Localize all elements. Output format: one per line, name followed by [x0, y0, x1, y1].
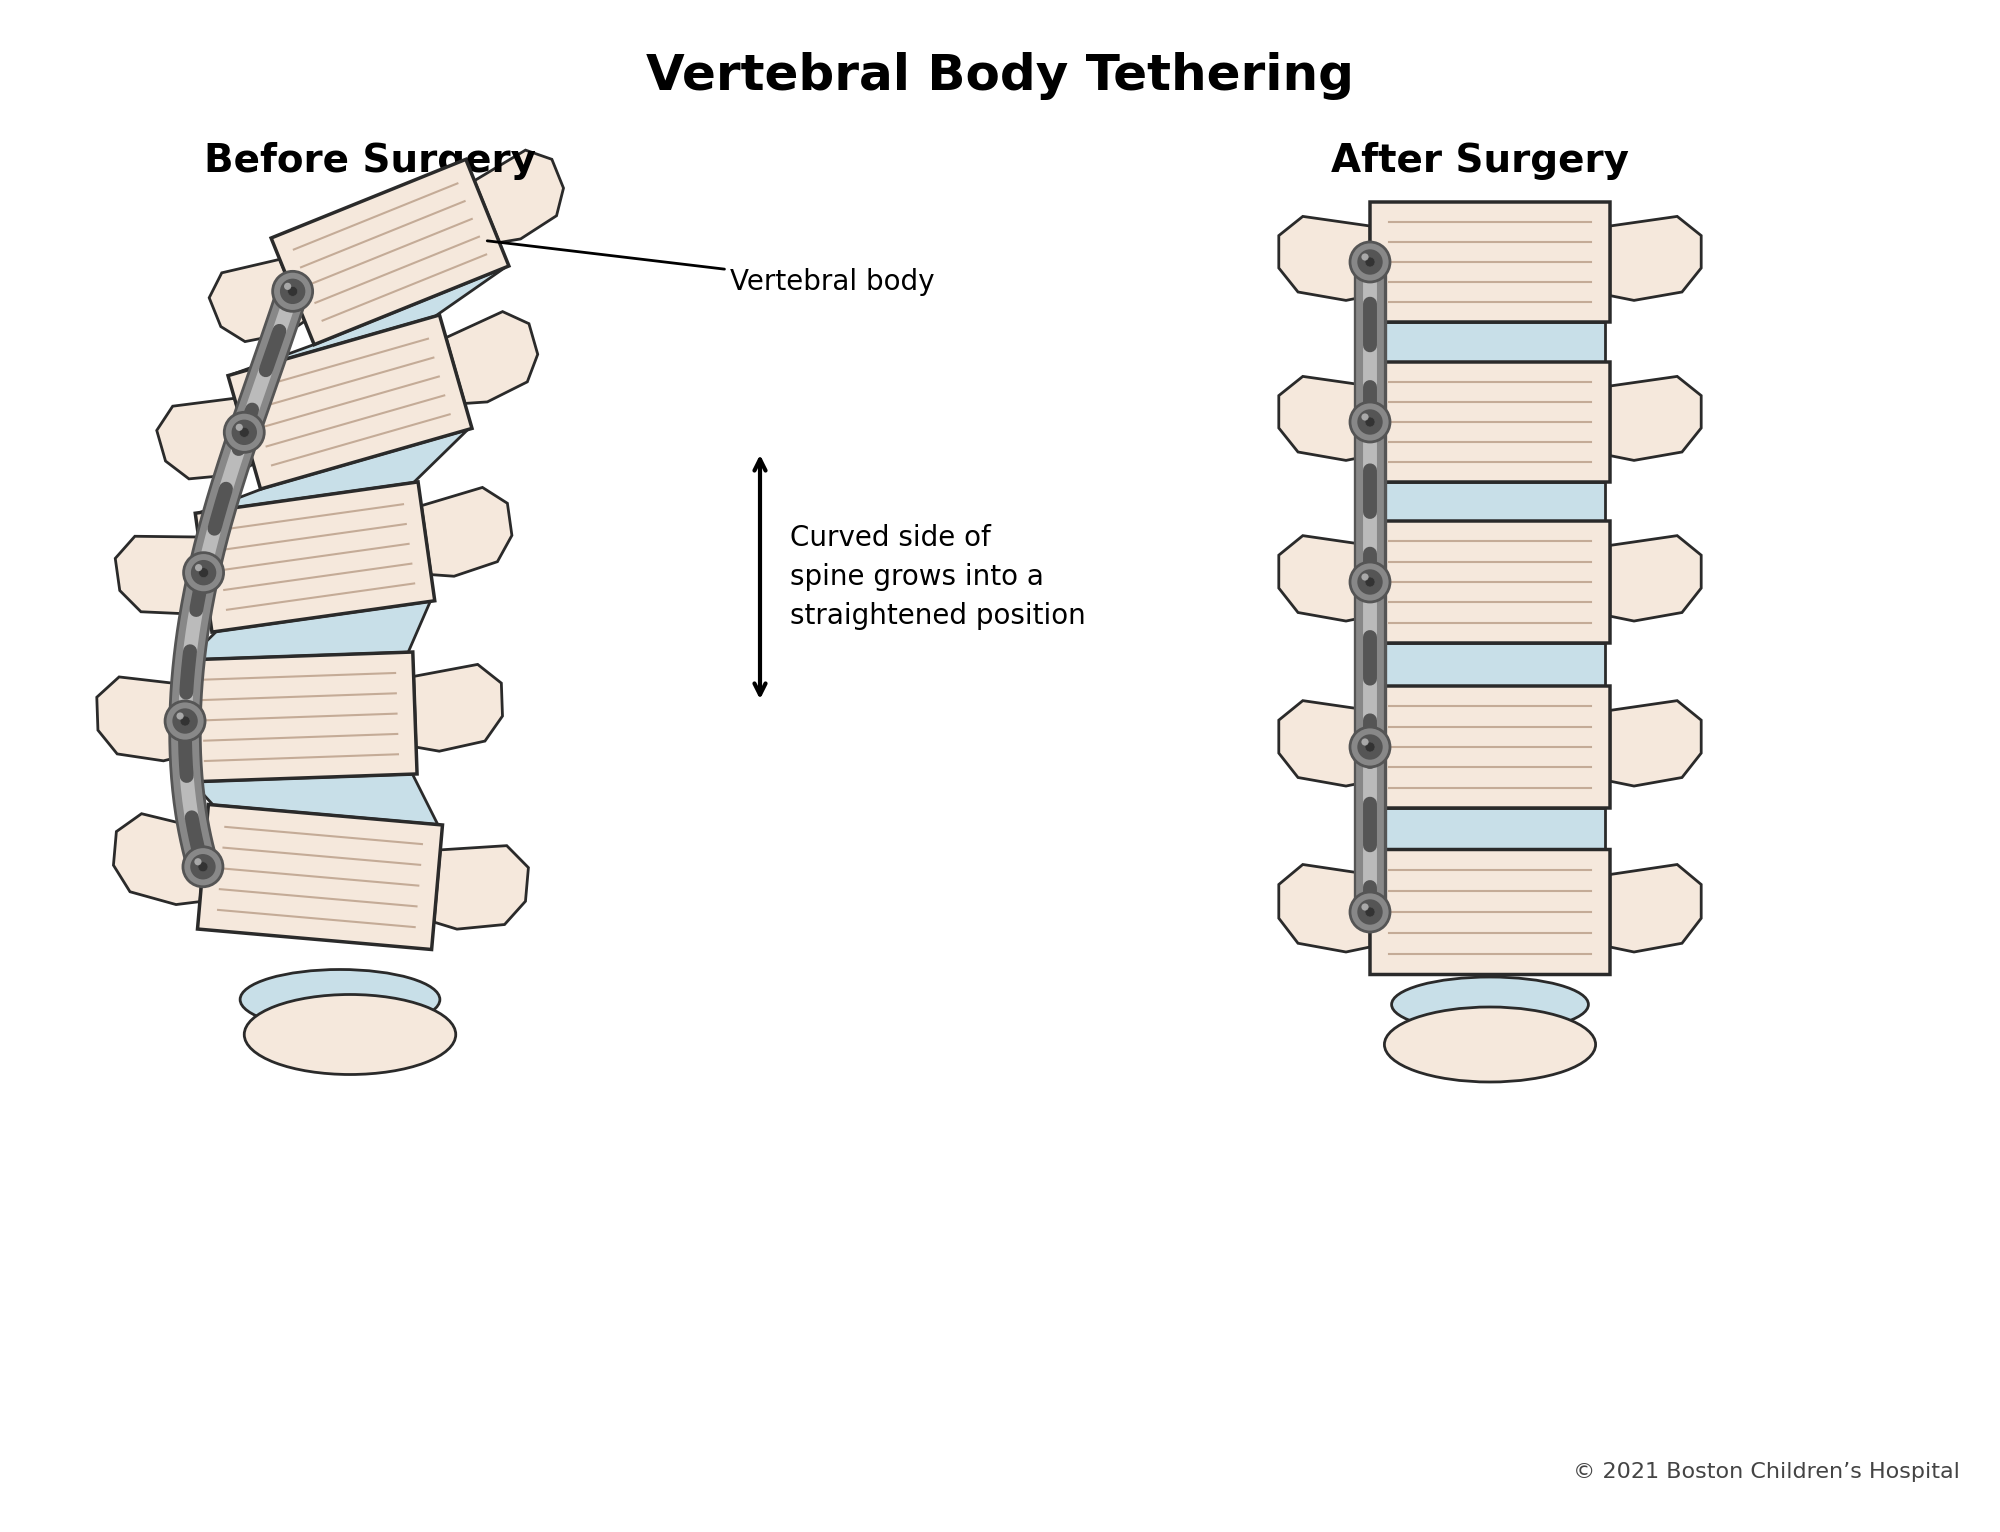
Circle shape	[1362, 904, 1368, 910]
Circle shape	[174, 709, 198, 732]
FancyBboxPatch shape	[272, 159, 508, 345]
Circle shape	[1364, 578, 1376, 587]
Polygon shape	[1278, 536, 1370, 620]
Polygon shape	[156, 398, 254, 480]
Polygon shape	[116, 536, 208, 614]
Polygon shape	[1610, 700, 1702, 786]
Circle shape	[1358, 411, 1382, 434]
Circle shape	[184, 553, 224, 593]
Text: After Surgery: After Surgery	[1332, 142, 1628, 179]
Polygon shape	[1374, 483, 1606, 521]
FancyBboxPatch shape	[196, 483, 434, 633]
Circle shape	[1358, 735, 1382, 758]
FancyBboxPatch shape	[1370, 850, 1610, 974]
Polygon shape	[1278, 700, 1370, 786]
Circle shape	[240, 427, 250, 437]
Text: © 2021 Boston Children’s Hospital: © 2021 Boston Children’s Hospital	[1574, 1462, 1960, 1481]
Circle shape	[1358, 250, 1382, 274]
Polygon shape	[188, 602, 430, 660]
Circle shape	[194, 564, 202, 571]
Polygon shape	[114, 813, 206, 904]
Circle shape	[1364, 417, 1376, 427]
Circle shape	[280, 279, 304, 303]
FancyBboxPatch shape	[198, 804, 442, 950]
Ellipse shape	[244, 994, 456, 1074]
Polygon shape	[200, 429, 468, 513]
Circle shape	[272, 271, 312, 311]
Circle shape	[1362, 414, 1368, 421]
Circle shape	[1364, 907, 1376, 918]
Polygon shape	[422, 487, 512, 576]
Circle shape	[180, 715, 190, 726]
Circle shape	[182, 847, 222, 887]
Polygon shape	[232, 268, 506, 374]
FancyBboxPatch shape	[1370, 362, 1610, 483]
Polygon shape	[1278, 216, 1370, 300]
Circle shape	[166, 702, 206, 741]
Circle shape	[1350, 892, 1390, 931]
Circle shape	[1362, 573, 1368, 581]
Polygon shape	[1278, 377, 1370, 461]
Polygon shape	[414, 665, 502, 751]
Circle shape	[1350, 562, 1390, 602]
Ellipse shape	[240, 970, 440, 1030]
Polygon shape	[434, 846, 528, 928]
Circle shape	[1358, 899, 1382, 924]
Circle shape	[1362, 253, 1368, 260]
FancyBboxPatch shape	[182, 653, 418, 781]
Circle shape	[224, 412, 264, 452]
Circle shape	[1350, 728, 1390, 768]
Circle shape	[288, 286, 298, 296]
Circle shape	[232, 420, 256, 444]
Polygon shape	[1610, 216, 1702, 300]
Text: Curved side of
spine grows into a
straightened position: Curved side of spine grows into a straig…	[790, 524, 1086, 630]
Circle shape	[1364, 257, 1376, 267]
Polygon shape	[1374, 643, 1606, 686]
Text: Vertebral body: Vertebral body	[488, 241, 934, 296]
Text: Before Surgery: Before Surgery	[204, 142, 536, 179]
Polygon shape	[1610, 377, 1702, 461]
Circle shape	[1358, 570, 1382, 594]
Ellipse shape	[1384, 1007, 1596, 1082]
Circle shape	[284, 283, 292, 290]
Ellipse shape	[1392, 977, 1588, 1033]
Circle shape	[236, 424, 242, 430]
Circle shape	[190, 855, 214, 879]
Polygon shape	[1374, 807, 1606, 850]
FancyBboxPatch shape	[1370, 202, 1610, 322]
Circle shape	[194, 858, 202, 866]
Circle shape	[176, 712, 184, 720]
FancyBboxPatch shape	[1370, 521, 1610, 643]
Circle shape	[192, 561, 216, 585]
Circle shape	[1362, 738, 1368, 746]
FancyBboxPatch shape	[1370, 686, 1610, 807]
Circle shape	[1350, 242, 1390, 282]
Polygon shape	[192, 774, 438, 824]
Circle shape	[1350, 401, 1390, 443]
Circle shape	[1364, 741, 1376, 752]
Polygon shape	[446, 311, 538, 403]
FancyBboxPatch shape	[228, 316, 472, 489]
Polygon shape	[474, 150, 564, 242]
Polygon shape	[1610, 536, 1702, 620]
Polygon shape	[1374, 322, 1606, 362]
Polygon shape	[1278, 864, 1370, 951]
Circle shape	[198, 568, 208, 578]
Text: Vertebral Body Tethering: Vertebral Body Tethering	[646, 52, 1354, 100]
Polygon shape	[96, 677, 186, 761]
Polygon shape	[1610, 864, 1702, 951]
Polygon shape	[210, 259, 304, 342]
Circle shape	[198, 863, 208, 872]
